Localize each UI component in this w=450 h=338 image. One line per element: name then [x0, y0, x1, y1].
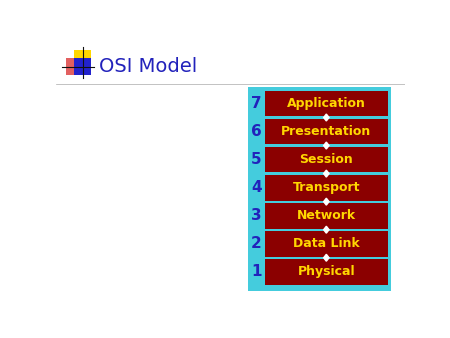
Bar: [74, 58, 91, 75]
Bar: [248, 87, 391, 291]
Text: Transport: Transport: [292, 181, 360, 194]
Text: 3: 3: [251, 208, 261, 223]
Text: 4: 4: [251, 180, 261, 195]
Bar: [265, 203, 388, 228]
Text: 5: 5: [251, 152, 261, 167]
Bar: [66, 58, 83, 75]
Polygon shape: [324, 170, 329, 177]
Bar: [265, 91, 388, 116]
Text: Session: Session: [299, 153, 353, 166]
Bar: [265, 231, 388, 257]
Bar: [265, 175, 388, 200]
Bar: [265, 147, 388, 172]
Text: Data Link: Data Link: [293, 237, 360, 250]
Text: Physical: Physical: [297, 265, 355, 278]
Bar: [265, 119, 388, 144]
Text: 1: 1: [251, 264, 261, 279]
Bar: [265, 259, 388, 285]
Text: Network: Network: [297, 209, 356, 222]
Text: 6: 6: [251, 124, 261, 139]
Polygon shape: [324, 254, 329, 261]
Polygon shape: [324, 226, 329, 233]
Text: 7: 7: [251, 96, 261, 111]
Text: 2: 2: [251, 236, 261, 251]
Polygon shape: [324, 198, 329, 205]
Bar: [74, 50, 91, 67]
Text: OSI Model: OSI Model: [99, 57, 197, 76]
Text: Application: Application: [287, 97, 366, 110]
Text: Presentation: Presentation: [281, 125, 371, 138]
Polygon shape: [324, 114, 329, 121]
Polygon shape: [324, 142, 329, 149]
